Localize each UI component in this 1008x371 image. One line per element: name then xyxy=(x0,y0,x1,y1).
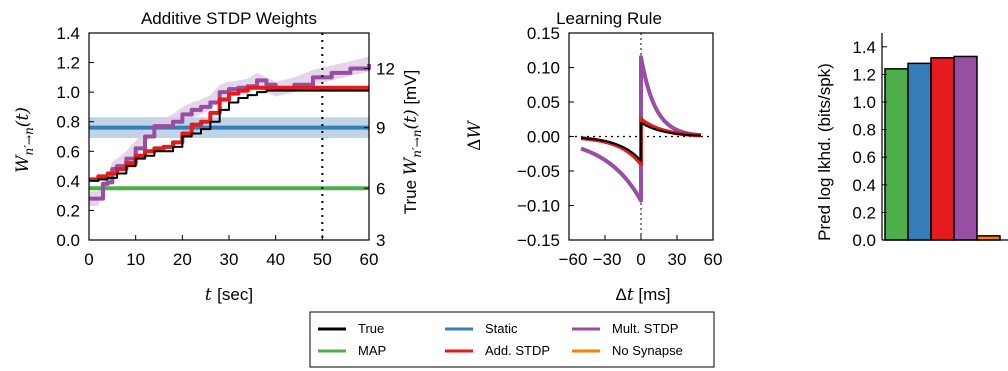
y-tick-label: 0.2 xyxy=(56,201,80,220)
x-tick-label: 10 xyxy=(126,250,145,269)
legend-label-static: Static xyxy=(485,321,518,336)
y-tick-label: 0.0 xyxy=(852,231,876,250)
y-tick-label: 1.4 xyxy=(852,38,876,57)
y-tick-label: 0.6 xyxy=(56,142,80,161)
legend-label-mult-stdp: Mult. STDP xyxy=(612,321,678,336)
bar-map xyxy=(884,68,909,241)
weights-chart-title: Additive STDP Weights xyxy=(141,9,317,28)
weights-panel: Additive STDP Weights 0 10 20 30 40 50 60 0.00… xyxy=(13,9,424,305)
pred-lkhd-y-axis-label: Pred log lkhd. (bits/spk) xyxy=(815,63,834,241)
y-tick-label: −0.10 xyxy=(517,197,560,216)
x-tick-label: 60 xyxy=(704,250,723,269)
x-tick-label: 0 xyxy=(84,250,93,269)
y-tick-label: 0.05 xyxy=(527,93,560,112)
bar-no-synapse xyxy=(976,235,1001,241)
y-tick-label: 1.2 xyxy=(852,65,876,84)
learning-rule-x-ticks: −60 −30 0 30 60 xyxy=(559,235,723,269)
bar-static xyxy=(907,62,932,241)
x-tick-label: 40 xyxy=(266,250,285,269)
y-tick-label: 1.4 xyxy=(56,24,80,43)
y-tick-label: 0.4 xyxy=(56,172,80,191)
weights-y-axis-label: Wn′→n(t) xyxy=(13,107,36,173)
x-tick-label: 50 xyxy=(313,250,332,269)
x-tick-label: 0 xyxy=(636,250,645,269)
bar-mult-stdp xyxy=(953,55,978,241)
y-tick-label: −0.15 xyxy=(517,231,560,250)
legend-label-map: MAP xyxy=(358,343,386,358)
legend: True Static Mult. STDP MAP Add. STDP No Synap… xyxy=(309,311,715,368)
y-tick-label: 0.8 xyxy=(852,121,876,140)
legend-items: True Static Mult. STDP MAP Add. STDP No Synap… xyxy=(318,321,683,358)
y-tick-label: 0.4 xyxy=(852,176,876,195)
weights-right-axis-label: True Wn′→n(t) [mV] xyxy=(401,70,424,215)
y-tick-label: 0.6 xyxy=(852,148,876,167)
y-tick-label: 1.0 xyxy=(56,83,80,102)
y-tick-label: 1.0 xyxy=(852,93,876,112)
y-tick-label: 0.00 xyxy=(527,128,560,147)
weights-y-ticks: 0.0 0.2 0.4 0.6 0.8 1.0 1.2 1.4 xyxy=(56,24,94,250)
x-tick-label: −30 xyxy=(593,250,622,269)
x-tick-label: 30 xyxy=(220,250,239,269)
pred-lkhd-panel: 0.0 0.2 0.4 0.6 0.8 1.0 1.2 1.4 Pred log lkhd. … xyxy=(815,33,1008,250)
learning-rule-y-axis-label: ΔW xyxy=(465,120,485,151)
right-tick-label: 12 xyxy=(376,59,395,78)
legend-frame xyxy=(309,311,715,368)
legend-label-true: True xyxy=(358,321,384,336)
x-tick-label: 60 xyxy=(360,250,379,269)
x-tick-label: 30 xyxy=(668,250,687,269)
y-tick-label: 0.0 xyxy=(56,231,80,250)
weights-marks xyxy=(89,33,371,240)
right-tick-label: 6 xyxy=(376,179,385,198)
right-tick-label: 9 xyxy=(376,119,385,138)
legend-label-no-synapse: No Synapse xyxy=(612,343,683,358)
pred-lkhd-y-ticks: 0.0 0.2 0.4 0.6 0.8 1.0 1.2 1.4 xyxy=(852,38,887,250)
weights-x-ticks: 0 10 20 30 40 50 60 xyxy=(84,235,378,269)
series-line-true xyxy=(89,89,369,182)
bar-add-stdp xyxy=(930,57,955,241)
learning-rule-title: Learning Rule xyxy=(556,9,662,28)
y-tick-label: 0.8 xyxy=(56,113,80,132)
y-tick-label: 0.10 xyxy=(527,59,560,78)
right-tick-label: 3 xyxy=(376,231,385,250)
legend-label-add-stdp: Add. STDP xyxy=(485,343,550,358)
y-tick-label: 0.15 xyxy=(527,24,560,43)
y-tick-label: 0.2 xyxy=(852,203,876,222)
learning-rule-panel: Learning Rule −60 −30 0 30 60 −0.15 −0.10 −0.0… xyxy=(465,9,722,305)
learning-rule-marks xyxy=(569,33,713,240)
x-tick-label: −60 xyxy=(559,250,588,269)
y-tick-label: 1.2 xyxy=(56,54,80,73)
y-tick-label: −0.05 xyxy=(517,162,560,181)
pred-lkhd-bars xyxy=(884,55,1001,241)
rule-curve-true xyxy=(580,121,702,162)
weights-x-axis-label: t [sec] xyxy=(205,285,253,305)
learning-rule-y-ticks: −0.15 −0.10 −0.05 0.00 0.05 0.10 0.15 xyxy=(517,24,574,250)
weights-right-ticks: 3 6 9 12 xyxy=(364,59,395,250)
x-tick-label: 20 xyxy=(173,250,192,269)
learning-rule-x-axis-label: Δt [ms] xyxy=(615,285,670,305)
